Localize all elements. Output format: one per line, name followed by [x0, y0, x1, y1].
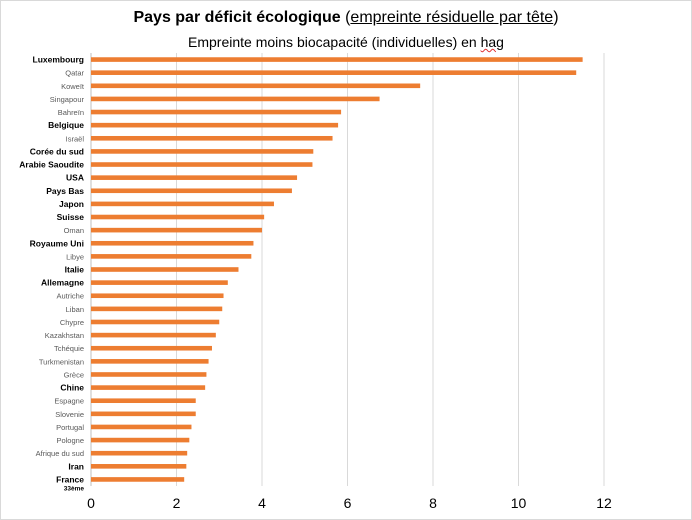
- bar: [91, 411, 196, 417]
- bar: [91, 135, 333, 141]
- category-label: Slovenie: [55, 410, 84, 419]
- category-label: Israël: [66, 134, 85, 143]
- chart-title-detail: empreinte résiduelle par tête: [350, 9, 554, 26]
- bar: [91, 385, 206, 390]
- category-label: Espagne: [54, 397, 84, 406]
- bar: [91, 332, 216, 338]
- chart-subtitle: Empreinte moins biocapacité (individuell…: [0, 34, 692, 50]
- bar: [91, 109, 342, 115]
- bar: [91, 477, 185, 482]
- category-label: Japon: [59, 199, 84, 209]
- chart-subtitle-text: Empreinte moins biocapacité (individuell…: [188, 34, 481, 50]
- category-label: Libye: [66, 252, 84, 261]
- bar: [91, 175, 298, 180]
- bar: [91, 306, 223, 312]
- category-label: Suisse: [57, 212, 85, 222]
- bar: [91, 464, 187, 469]
- bar: [91, 57, 583, 62]
- x-tick-label: 0: [87, 495, 95, 511]
- category-label: Chypre: [60, 318, 84, 327]
- category-label: Liban: [66, 305, 84, 314]
- bar: [91, 214, 265, 220]
- category-label: Oman: [64, 226, 84, 235]
- category-label: Kazakhstan: [45, 331, 84, 340]
- category-label: Grèce: [64, 370, 84, 379]
- bar: [91, 240, 254, 246]
- category-label: France: [56, 474, 84, 484]
- category-label: Qatar: [65, 69, 84, 78]
- bar: [91, 319, 220, 325]
- bar: [91, 280, 228, 285]
- chart-title-paren-close: ): [553, 9, 559, 26]
- x-tick-label: 2: [173, 495, 181, 511]
- bar: [91, 345, 212, 351]
- bar: [91, 227, 262, 233]
- bar: [91, 267, 239, 272]
- category-label: Italie: [65, 265, 85, 275]
- category-label: Turkmenistan: [39, 357, 84, 366]
- x-tick-label: 8: [429, 495, 437, 511]
- bar: [91, 70, 577, 75]
- x-tick-label: 4: [258, 495, 266, 511]
- bar: [91, 398, 196, 404]
- category-label: Belgique: [48, 120, 84, 130]
- x-tick-label: 6: [344, 495, 352, 511]
- category-label: Koweït: [61, 82, 85, 91]
- category-label: Luxembourg: [33, 55, 84, 65]
- category-label: Chine: [60, 383, 84, 393]
- bar: [91, 122, 339, 128]
- bar: [91, 424, 192, 430]
- category-note: 33ème: [64, 485, 85, 492]
- category-label: Pologne: [56, 436, 84, 445]
- category-label: USA: [66, 173, 84, 183]
- bar: [91, 188, 292, 194]
- category-label: Corée du sud: [30, 146, 84, 156]
- bar: [91, 83, 421, 89]
- category-label: Tchéquie: [54, 344, 84, 353]
- bar: [91, 359, 209, 364]
- bar: [91, 149, 314, 154]
- bar: [91, 201, 274, 207]
- category-label: Bahreïn: [58, 108, 84, 117]
- category-label: Royaume Uni: [30, 238, 84, 248]
- category-label: Portugal: [56, 423, 84, 432]
- bar: [91, 162, 313, 167]
- bar: [91, 437, 190, 443]
- category-label: Afrique du sud: [36, 449, 84, 458]
- category-label: Pays Bas: [46, 186, 84, 196]
- bar: [91, 372, 207, 377]
- category-label: Allemagne: [41, 278, 84, 288]
- category-label: Arabie Saoudite: [19, 160, 84, 170]
- chart-title-main: Pays par déficit écologique: [133, 9, 341, 26]
- x-tick-label: 10: [511, 495, 527, 511]
- bar: [91, 293, 224, 299]
- chart-title: Pays par déficit écologique (empreinte r…: [0, 9, 692, 27]
- category-label: Singapour: [50, 95, 85, 104]
- bar: [91, 96, 380, 102]
- x-tick-label: 12: [596, 495, 612, 511]
- chart-title-paren-open: (: [340, 9, 351, 26]
- bar: [91, 450, 188, 456]
- category-label: Autriche: [56, 292, 84, 301]
- category-label: Iran: [68, 461, 84, 471]
- bar: [91, 254, 252, 259]
- chart-subtitle-unit: hag: [480, 34, 504, 50]
